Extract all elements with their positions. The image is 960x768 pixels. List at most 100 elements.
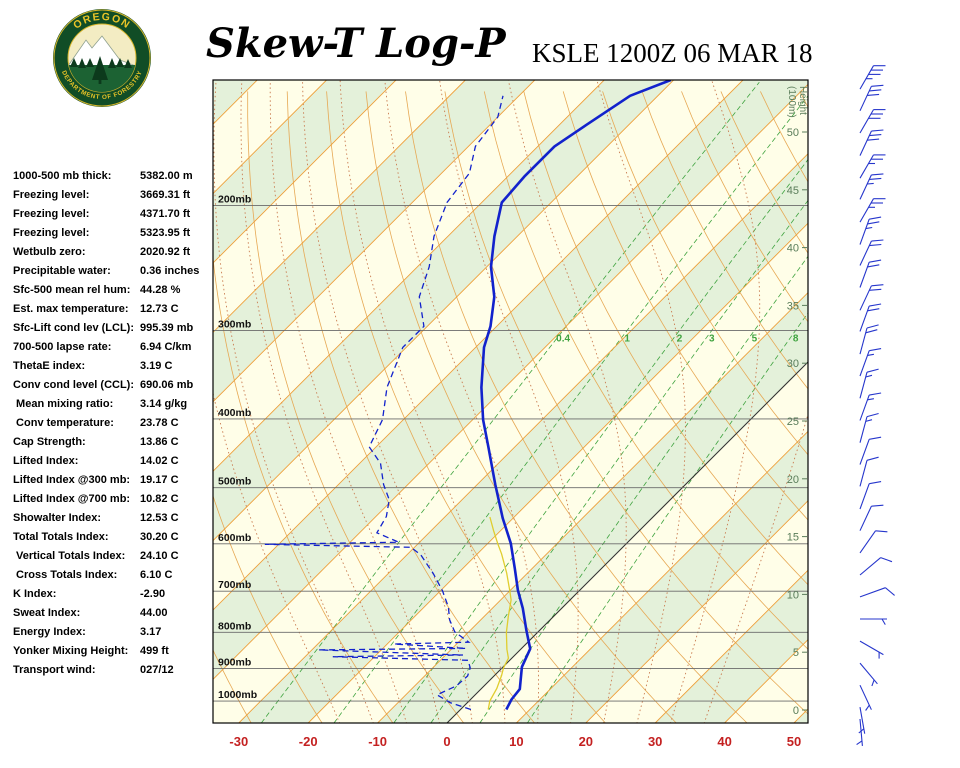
logo-trees — [70, 56, 132, 84]
isotherms — [213, 80, 808, 723]
index-label: Total Totals Index: — [13, 530, 109, 543]
index-row: Total Totals Index: 30.20 C — [13, 527, 218, 546]
index-label: Yonker Mixing Height: — [13, 644, 129, 657]
temp-axis-label: 30 — [648, 734, 662, 749]
index-value: -2.90 — [140, 587, 166, 600]
index-value: 3.14 g/kg — [140, 397, 188, 410]
index-value: 13.86 C — [140, 435, 179, 448]
height-axis-label: 45 — [787, 185, 799, 197]
plot-frame — [212, 79, 809, 724]
height-axis-label: 0 — [793, 705, 799, 717]
index-label: Sweat Index: — [13, 606, 81, 619]
index-value: 12.53 C — [140, 511, 179, 524]
index-value: 027/12 — [140, 663, 174, 676]
index-label: Sfc-500 mean rel hum: — [13, 283, 131, 296]
pressure-label: 200mb — [218, 194, 251, 206]
index-label: Cap Strength: — [13, 435, 86, 448]
pressure-label: 300mb — [218, 318, 251, 330]
index-row: Sfc-Lift cond lev (LCL): 995.39 mb — [13, 318, 218, 337]
index-value: 30.20 C — [140, 530, 179, 543]
index-value: 12.73 C — [140, 302, 179, 315]
temp-band — [794, 709, 808, 723]
logo-mountain — [68, 35, 136, 67]
temp-axis-label: 50 — [787, 734, 801, 749]
index-row: Lifted Index: 14.02 C — [13, 451, 218, 470]
index-row: Freezing level: 4371.70 ft — [13, 204, 218, 223]
temp-axis-label: 0 — [443, 734, 450, 749]
index-value: 0.36 inches — [140, 264, 200, 277]
dry-adiabats — [213, 91, 808, 723]
index-value: 4371.70 ft — [140, 207, 191, 220]
index-row: Precipitable water: 0.36 inches — [13, 261, 218, 280]
index-value: 6.94 C/km — [140, 340, 192, 353]
temperature-trace — [480, 80, 672, 711]
wind-barbs — [856, 65, 895, 746]
index-value: 995.39 mb — [140, 321, 194, 334]
index-value: 23.78 C — [140, 416, 179, 429]
index-row: Est. max temperature: 12.73 C — [13, 299, 218, 318]
height-axis-label: 50 — [787, 127, 799, 139]
mixing-ratio-label: 8 — [793, 333, 799, 344]
index-label: Wetbulb zero: — [13, 245, 86, 258]
index-row: Conv temperature: 23.78 C — [13, 413, 218, 432]
index-row: Freezing level: 5323.95 ft — [13, 223, 218, 242]
temp-band — [213, 80, 808, 680]
index-value: 10.82 C — [140, 492, 179, 505]
index-row: Showalter Index: 12.53 C — [13, 508, 218, 527]
mixing-ratio-label: 1 — [624, 333, 630, 344]
index-label: Lifted Index @700 mb: — [13, 492, 131, 505]
index-row: Lifted Index @300 mb: 19.17 C — [13, 470, 218, 489]
index-row: Yonker Mixing Height: 499 ft — [13, 641, 218, 660]
height-axis-label: 20 — [787, 474, 799, 486]
temp-axis-label: -10 — [368, 734, 387, 749]
temp-axis-label: 20 — [579, 734, 593, 749]
index-value: 3.17 — [140, 625, 162, 638]
mixing-ratio-label: 3 — [709, 333, 715, 344]
index-label: 1000-500 mb thick: — [13, 169, 112, 182]
pressure-label: 400mb — [218, 407, 251, 419]
index-row: K Index: -2.90 — [13, 584, 218, 603]
index-row: Transport wind: 027/12 — [13, 660, 218, 679]
index-label: Lifted Index: — [13, 454, 79, 467]
index-label: Freezing level: — [13, 207, 90, 220]
logo-outer-edge — [53, 9, 151, 107]
height-axis-label: 35 — [787, 300, 799, 312]
index-row: Sfc-500 mean rel hum: 44.28 % — [13, 280, 218, 299]
odf-logo-svg: OREGON DEPARTMENT OF FORESTRY — [53, 9, 151, 107]
index-value: 19.17 C — [140, 473, 179, 486]
height-axis-label: 25 — [787, 416, 799, 428]
height-axis-label: 10 — [787, 589, 799, 601]
index-row: Mean mixing ratio: 3.14 g/kg — [13, 394, 218, 413]
index-label: Precipitable water: — [13, 264, 111, 277]
index-label: Est. max temperature: — [13, 302, 129, 315]
index-label: Conv temperature: — [13, 416, 114, 429]
pressure-label: 800mb — [218, 620, 251, 632]
index-row: Vertical Totals Index: 24.10 C — [13, 546, 218, 565]
index-value: 44.28 % — [140, 283, 181, 296]
index-value: 690.06 mb — [140, 378, 194, 391]
page-title: Skew-T Log-P — [206, 20, 506, 67]
index-value: 499 ft — [140, 644, 169, 657]
height-axis-label: 5 — [793, 647, 799, 659]
index-label: Sfc-Lift cond lev (LCL): — [13, 321, 134, 334]
index-value: 3669.31 ft — [140, 188, 191, 201]
temp-axis-label: -20 — [299, 734, 318, 749]
pressure-label: 1000mb — [218, 689, 257, 701]
index-label: Freezing level: — [13, 226, 90, 239]
mixing-ratio-label: 0.4 — [556, 333, 570, 344]
index-value: 3.19 C — [140, 359, 173, 372]
index-row: Freezing level: 3669.31 ft — [13, 185, 218, 204]
temp-axis-label: 40 — [717, 734, 731, 749]
index-value: 2020.92 ft — [140, 245, 191, 258]
wetbulb-trace — [487, 516, 512, 710]
moist-adiabats — [213, 80, 808, 723]
index-label: Conv cond level (CCL): — [13, 378, 135, 391]
index-label: 700-500 lapse rate: — [13, 340, 112, 353]
index-label: Mean mixing ratio: — [13, 397, 114, 410]
index-value: 6.10 C — [140, 568, 173, 581]
height-axis-label: 40 — [787, 243, 799, 255]
index-label: Cross Totals Index: — [13, 568, 118, 581]
temp-axis-label: 10 — [509, 734, 523, 749]
odf-logo: OREGON DEPARTMENT OF FORESTRY — [52, 8, 152, 108]
